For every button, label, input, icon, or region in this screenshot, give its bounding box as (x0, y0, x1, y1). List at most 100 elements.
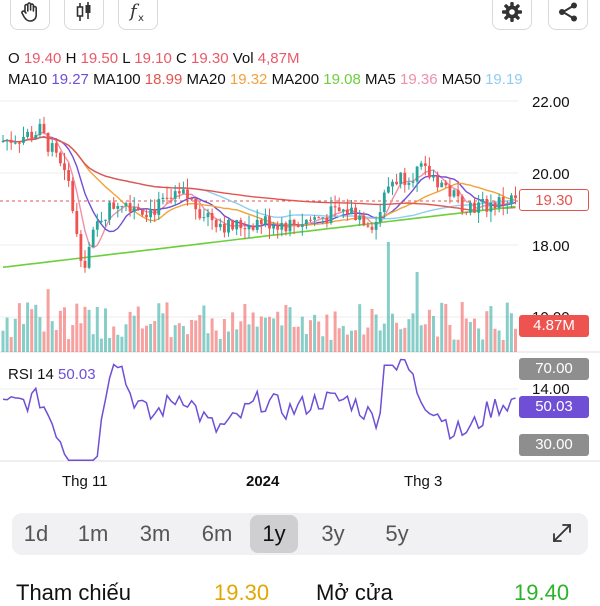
candle-body (296, 224, 300, 227)
volume-bar (42, 331, 46, 352)
candle-body (473, 202, 476, 213)
candle-body (50, 143, 54, 152)
candle-body (157, 199, 161, 215)
candle-body (26, 131, 29, 137)
volume-bar (468, 321, 472, 352)
timeframe-6m[interactable]: 6m (201, 521, 233, 546)
candle-body (366, 225, 370, 227)
candle-body (247, 225, 251, 230)
candle-body (145, 214, 148, 218)
volume-bar (218, 338, 222, 352)
candle-body (190, 198, 193, 200)
volume-bar (325, 314, 329, 352)
volume-bar (419, 325, 423, 352)
price-chart[interactable]: 22.00 20.00 18.00 10.00 14.00 Thg 11 202… (0, 0, 600, 500)
volume-bar (243, 303, 247, 352)
candle-body (259, 219, 263, 225)
candle-body (268, 216, 271, 229)
volume-bar (358, 304, 362, 352)
volume-bar (239, 321, 243, 352)
candle-body (510, 195, 513, 205)
volume-bar (71, 325, 75, 352)
candle-body (30, 131, 34, 139)
ma-value: 19.27 (51, 71, 89, 88)
candle-body (177, 191, 181, 194)
timeframe-3m[interactable]: 3m (139, 521, 171, 546)
volume-bar (382, 323, 386, 352)
volume-bar (304, 334, 308, 352)
candle-body (350, 207, 353, 215)
candle-body (309, 219, 312, 221)
candle-body (378, 211, 382, 222)
open-price-value: 19.40 (514, 580, 570, 605)
candle-body (432, 176, 435, 178)
volume-bar (58, 310, 62, 352)
timeframe-1m[interactable]: 1m (77, 521, 109, 546)
candle-body (198, 209, 202, 219)
candle-body (173, 191, 177, 199)
chart-type-button[interactable] (64, 0, 104, 30)
volume-bar (423, 324, 427, 352)
candle-body (399, 172, 403, 185)
candle-body (79, 234, 83, 261)
candle-body (149, 209, 152, 218)
volume-bar (186, 334, 189, 352)
volume-bar (26, 302, 30, 352)
candle-body (210, 213, 214, 221)
candle-body (108, 202, 111, 220)
ma-label: MA50 (441, 71, 481, 88)
candle-body (223, 223, 226, 233)
moving-average-line (2, 136, 516, 227)
volume-bar (489, 306, 493, 352)
candle-body (83, 260, 87, 268)
volume-bar (1, 330, 5, 352)
candle-body (288, 219, 292, 232)
candle-body (452, 190, 456, 197)
candle-body (116, 206, 120, 209)
volume-bar (477, 328, 481, 352)
candle-body (477, 202, 480, 213)
volume-bar (251, 312, 255, 352)
volume-bar (46, 289, 50, 352)
candle-body (333, 206, 337, 208)
volume-bar (329, 339, 333, 352)
timeframe-1y[interactable]: 1y (250, 515, 298, 553)
volume-bar (136, 306, 140, 352)
volume-bar (30, 309, 34, 352)
candle-body (1, 141, 5, 143)
volume-label: Vol (232, 50, 254, 67)
volume-bar (341, 325, 345, 352)
volume-bar (181, 325, 185, 352)
settings-button[interactable] (492, 0, 532, 30)
candle-body (38, 123, 42, 135)
volume-bar (505, 302, 509, 352)
low-value: 19.10 (134, 50, 172, 67)
share-button[interactable] (548, 0, 588, 30)
hand-tool-button[interactable] (10, 0, 50, 30)
candle-body (505, 204, 509, 206)
fullscreen-button[interactable] (550, 521, 574, 550)
candle-body (218, 223, 222, 228)
candle-body (235, 220, 239, 230)
candle-body (120, 205, 124, 207)
candle-body (419, 163, 423, 167)
volume-bar (415, 272, 419, 352)
candle-body (169, 197, 173, 199)
candle-body (54, 143, 58, 153)
timeframe-5y[interactable]: 5y (385, 521, 409, 546)
volume-bar (460, 302, 464, 352)
candle-body (387, 186, 390, 193)
volume-bar (403, 327, 407, 352)
timeframe-1d[interactable]: 1d (23, 521, 49, 546)
candle-body (182, 189, 185, 194)
timeframe-3y[interactable]: 3y (321, 521, 345, 546)
reference-price-value: 19.30 (214, 580, 270, 605)
gear-icon (502, 2, 522, 22)
candlestick-icon (76, 2, 91, 21)
candle-body (317, 217, 321, 219)
candle-body (264, 216, 267, 225)
volume-bar (116, 334, 120, 352)
candle-body (136, 207, 140, 210)
candle-body (313, 217, 316, 220)
